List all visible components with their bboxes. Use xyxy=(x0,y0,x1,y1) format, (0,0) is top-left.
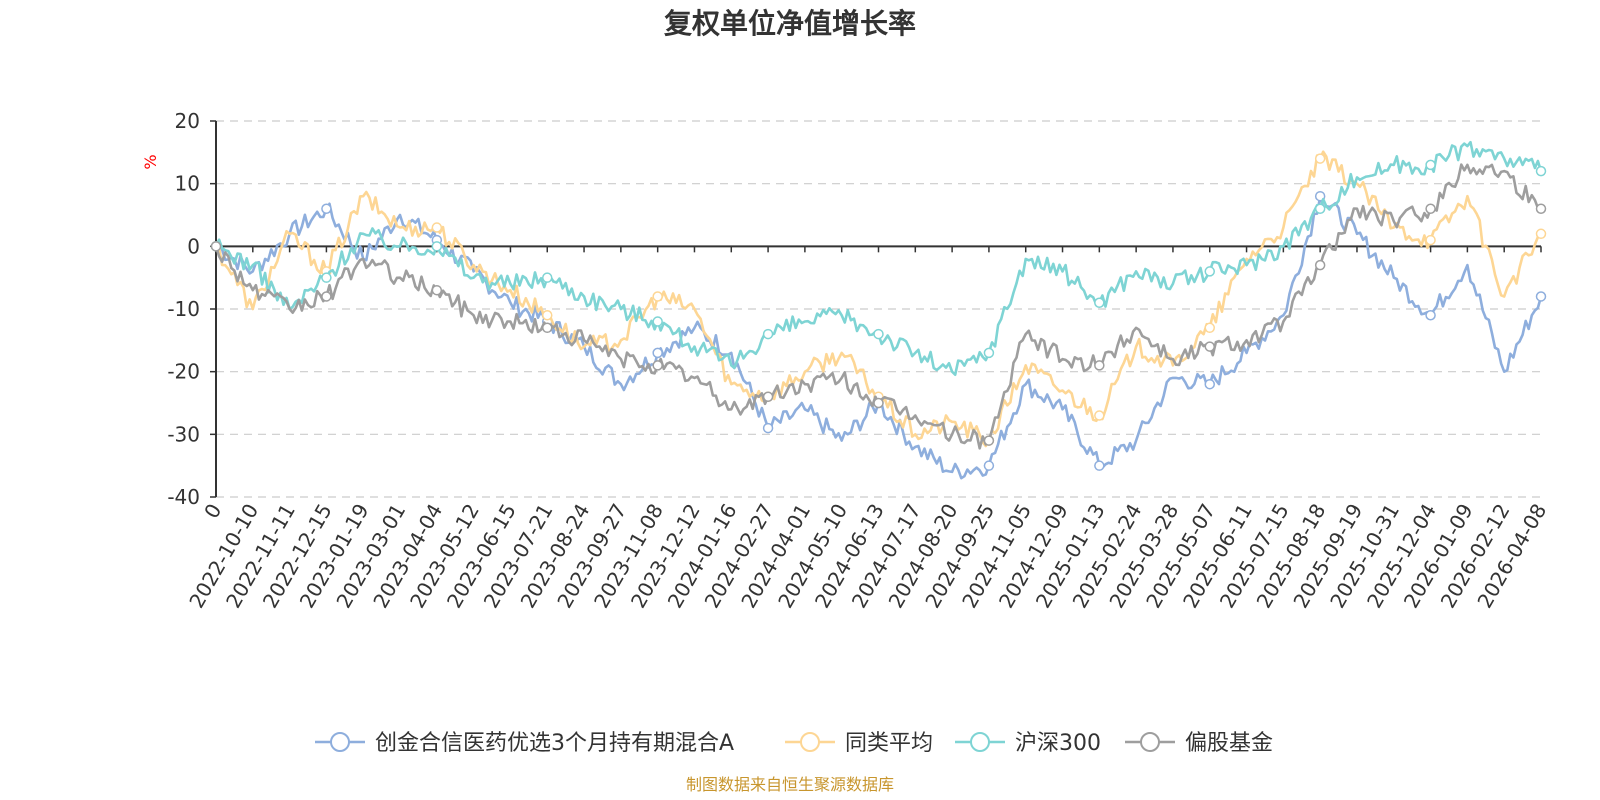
series-point-2 xyxy=(431,241,443,252)
series-point-2 xyxy=(1314,203,1326,214)
series-point-0 xyxy=(1425,310,1436,321)
series-point-2 xyxy=(983,347,995,359)
y-tick-label: -30 xyxy=(167,422,200,446)
series-point-1 xyxy=(652,291,663,302)
series-point-3 xyxy=(321,291,332,302)
series-point-3 xyxy=(983,435,995,446)
series-point-0 xyxy=(652,347,663,359)
series-point-1 xyxy=(1204,322,1215,334)
series-point-1 xyxy=(1094,410,1105,421)
series-point-3 xyxy=(762,391,774,402)
legend-item-0[interactable]: 创金合信医药优选3个月持有期混合A xyxy=(315,731,734,756)
series-point-2 xyxy=(1204,266,1215,277)
series-point-2 xyxy=(652,316,663,327)
x-axis-ticks: 02022-10-102022-11-112022-12-152023-01-1… xyxy=(184,246,1551,612)
series-point-1 xyxy=(542,310,553,321)
legend-marker xyxy=(330,732,350,752)
y-axis-ticks: 20 10 0 -10 -20 -30 -40 xyxy=(167,109,216,509)
series-point-3 xyxy=(1314,259,1326,271)
series-point-1 xyxy=(1314,153,1326,164)
series-group xyxy=(210,140,1547,480)
series-point-3 xyxy=(652,360,663,371)
y-tick-label: 20 xyxy=(175,109,200,133)
series-point-3 xyxy=(873,397,884,409)
legend-marker xyxy=(800,732,820,752)
y-tick-label: -10 xyxy=(167,297,200,321)
legend-item-3[interactable]: 偏股基金 xyxy=(1125,731,1273,756)
series-point-3 xyxy=(1535,203,1547,214)
series-point-2 xyxy=(762,328,774,340)
series-point-2 xyxy=(1094,297,1105,308)
series-point-3 xyxy=(431,284,443,296)
series-point-1 xyxy=(431,222,443,233)
legend-label: 沪深300 xyxy=(1015,731,1101,756)
series-point-0 xyxy=(762,422,774,434)
series-point-3 xyxy=(542,322,553,334)
y-tick-label: 0 xyxy=(187,234,200,258)
legend-item-2[interactable]: 沪深300 xyxy=(955,731,1101,756)
legend-label: 创金合信医药优选3个月持有期混合A xyxy=(375,731,734,756)
series-point-1 xyxy=(1535,228,1547,240)
series-point-0 xyxy=(321,203,332,214)
series-point-3 xyxy=(1094,360,1105,371)
y-axis-unit: % xyxy=(141,154,160,169)
y-tick-label: -20 xyxy=(167,360,200,384)
grid-lines xyxy=(216,120,1541,498)
series-point-2 xyxy=(1535,165,1547,177)
y-tick-label: 10 xyxy=(175,172,200,196)
legend-marker xyxy=(1140,732,1160,752)
series-point-1 xyxy=(1425,234,1436,246)
legend-marker xyxy=(970,732,990,752)
series-point-0 xyxy=(1535,291,1547,302)
series-point-2 xyxy=(873,328,884,340)
legend-label: 偏股基金 xyxy=(1185,731,1273,756)
x-tick-label: 0 xyxy=(199,500,226,523)
legend-label: 同类平均 xyxy=(845,731,933,756)
series-point-3 xyxy=(210,241,222,252)
y-tick-label: -40 xyxy=(167,485,200,509)
series-point-3 xyxy=(1204,341,1215,352)
series-point-0 xyxy=(1204,378,1215,390)
series-point-2 xyxy=(1425,159,1436,171)
series-point-0 xyxy=(1094,460,1105,471)
chart-title: 复权单位净值增长率 xyxy=(664,7,916,40)
series-point-3 xyxy=(1425,203,1436,214)
legend[interactable]: 创金合信医药优选3个月持有期混合A 同类平均 沪深300 偏股基金 xyxy=(315,731,1273,756)
series-point-0 xyxy=(983,460,995,471)
source-note: 制图数据来自恒生聚源数据库 xyxy=(686,775,894,794)
series-point-2 xyxy=(321,272,332,283)
legend-item-1[interactable]: 同类平均 xyxy=(785,731,933,756)
series-line-2 xyxy=(214,140,1543,376)
series-point-2 xyxy=(542,272,553,283)
